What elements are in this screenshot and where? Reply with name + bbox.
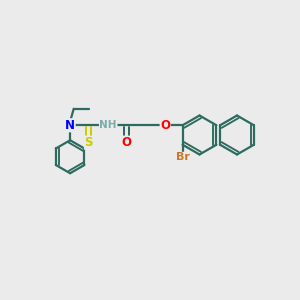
Text: S: S bbox=[85, 136, 93, 149]
Text: NH: NH bbox=[100, 120, 117, 130]
Text: O: O bbox=[121, 136, 131, 149]
Text: N: N bbox=[65, 119, 75, 132]
Text: O: O bbox=[160, 119, 170, 132]
Text: Br: Br bbox=[176, 152, 190, 162]
